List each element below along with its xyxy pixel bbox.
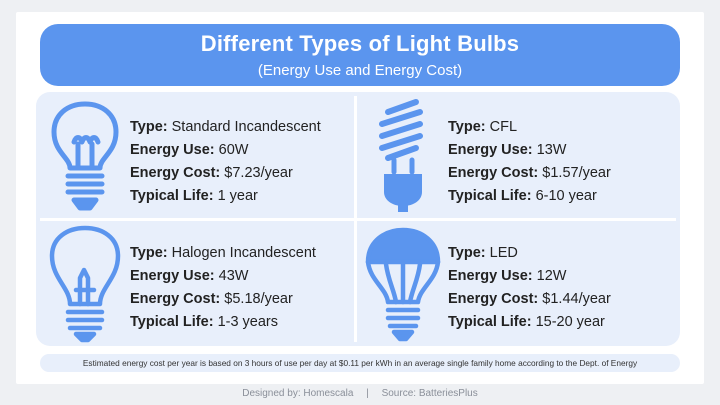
bulb-info: Type: Halogen Incandescent Energy Use: 4… [130, 242, 316, 334]
energy-use-value: 60W [218, 142, 249, 158]
designed-by: Designed by: Homescala [242, 388, 354, 399]
type-value: Halogen Incandescent [171, 245, 316, 261]
type-value: CFL [489, 119, 518, 135]
type-value: Standard Incandescent [171, 119, 321, 135]
page-title: Different Types of Light Bulbs [200, 31, 520, 56]
energy-cost-row: Energy Cost: $1.44/year [448, 291, 611, 307]
energy-use-row: Energy Use: 12W [448, 268, 567, 284]
energy-cost-row: Energy Cost: $5.18/year [130, 291, 293, 307]
bulb-card-halogen: Type: Halogen Incandescent Energy Use: 4… [40, 222, 352, 344]
type-row: Type: Halogen Incandescent [130, 245, 316, 261]
typical-life-value: 6-10 year [535, 188, 597, 204]
bulb-card-cfl: Type: CFL Energy Use: 13W Energy Cost: $… [358, 96, 670, 218]
energy-use-row: Energy Use: 43W [130, 268, 249, 284]
bulb-info: Type: CFL Energy Use: 13W Energy Cost: $… [448, 116, 611, 208]
bulb-card-led: Type: LED Energy Use: 12W Energy Cost: $… [358, 222, 670, 344]
typical-life-row: Typical Life: 1 year [130, 188, 258, 204]
type-row: Type: CFL [448, 119, 518, 135]
incandescent-bulb-icon [40, 96, 130, 218]
footnote: Estimated energy cost per year is based … [40, 354, 680, 372]
energy-cost-value: $1.57/year [542, 165, 611, 181]
typical-life-row: Typical Life: 15-20 year [448, 314, 605, 330]
typical-life-value: 1-3 years [217, 314, 279, 330]
footer-separator: | [366, 388, 369, 399]
led-bulb-icon [358, 222, 448, 344]
typical-life-row: Typical Life: 6-10 year [448, 188, 597, 204]
page-subtitle: (Energy Use and Energy Cost) [257, 62, 463, 79]
energy-use-value: 43W [218, 268, 249, 284]
energy-use-row: Energy Use: 13W [448, 142, 567, 158]
type-row: Type: LED [448, 245, 518, 261]
bulb-info: Type: Standard Incandescent Energy Use: … [130, 116, 321, 208]
header-banner: Different Types of Light Bulbs (Energy U… [40, 24, 680, 86]
bulb-comparison-grid: Type: Standard Incandescent Energy Use: … [36, 92, 680, 346]
energy-use-value: 12W [536, 268, 567, 284]
typical-life-row: Typical Life: 1-3 years [130, 314, 279, 330]
source-credit: Source: BatteriesPlus [381, 388, 478, 399]
grid-divider-horizontal [40, 218, 676, 221]
typical-life-value: 15-20 year [535, 314, 605, 330]
bulb-card-incandescent: Type: Standard Incandescent Energy Use: … [40, 96, 352, 218]
energy-cost-value: $7.23/year [224, 165, 293, 181]
energy-cost-value: $1.44/year [542, 291, 611, 307]
type-row: Type: Standard Incandescent [130, 119, 321, 135]
bulb-info: Type: LED Energy Use: 12W Energy Cost: $… [448, 242, 611, 334]
typical-life-value: 1 year [217, 188, 258, 204]
energy-use-value: 13W [536, 142, 567, 158]
energy-use-row: Energy Use: 60W [130, 142, 249, 158]
cfl-bulb-icon [358, 96, 448, 218]
energy-cost-row: Energy Cost: $1.57/year [448, 165, 611, 181]
halogen-bulb-icon [40, 222, 130, 344]
type-value: LED [489, 245, 518, 261]
energy-cost-row: Energy Cost: $7.23/year [130, 165, 293, 181]
credits-footer: Designed by: Homescala | Source: Batteri… [0, 388, 720, 399]
energy-cost-value: $5.18/year [224, 291, 293, 307]
